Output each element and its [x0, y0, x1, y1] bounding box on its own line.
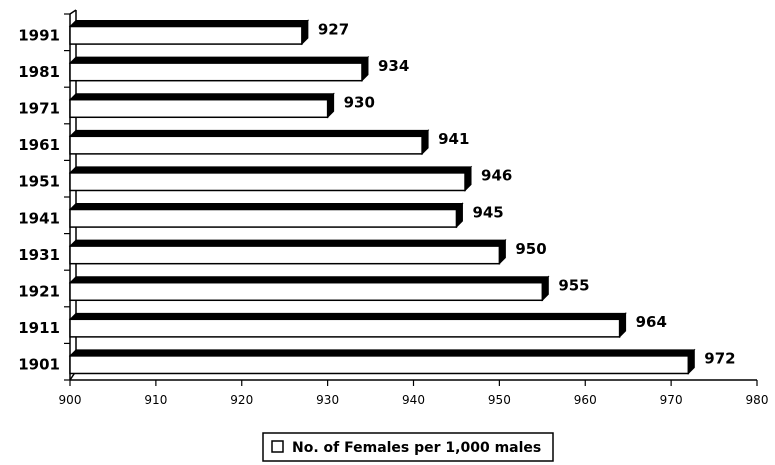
bar [69, 318, 621, 338]
bars [68, 19, 696, 375]
category-label: 1981 [18, 63, 60, 81]
category-label: 1961 [18, 136, 60, 154]
bar [69, 281, 544, 302]
bar [69, 135, 423, 155]
data-label: 945 [472, 203, 503, 221]
bar-top-face [68, 203, 464, 211]
axis-top-edge [69, 9, 77, 15]
bar [69, 355, 690, 375]
data-label: 927 [318, 20, 349, 38]
bar [69, 172, 466, 192]
x-tick-label: 940 [402, 393, 425, 407]
bar-top-face [68, 276, 550, 284]
labels: 900 910 920 930 940 950 960 970 980 1991 927 1981 93… [18, 20, 768, 407]
legend-swatch [271, 440, 284, 453]
legend: No. of Females per 1,000 males [262, 432, 554, 462]
category-label: 1931 [18, 246, 60, 264]
category-label: 1941 [18, 209, 60, 227]
x-tick-label: 960 [574, 393, 597, 407]
data-label: 972 [704, 350, 735, 368]
category-label: 1971 [18, 100, 60, 118]
data-label: 955 [558, 277, 589, 295]
x-tick-label: 900 [59, 393, 82, 407]
bar [69, 62, 363, 82]
bar-top-face [68, 166, 473, 174]
bar [69, 98, 329, 119]
data-label: 950 [515, 240, 546, 258]
x-tick-label: 970 [660, 393, 683, 407]
data-label: 930 [344, 94, 375, 112]
x-tick-label: 930 [316, 393, 339, 407]
bar [69, 25, 303, 45]
category-label: 1951 [18, 173, 60, 191]
data-label: 946 [481, 167, 512, 185]
bar-top-face [68, 349, 696, 357]
bar [69, 245, 501, 265]
data-label: 964 [636, 313, 667, 331]
category-label: 1991 [18, 26, 60, 44]
data-label: 934 [378, 57, 409, 75]
legend-label: No. of Females per 1,000 males [292, 440, 541, 456]
category-label: 1901 [18, 356, 60, 374]
data-label: 941 [438, 130, 469, 148]
bar-top-face [68, 129, 430, 137]
bar-top-face [68, 56, 370, 64]
x-tick-label: 910 [144, 393, 167, 407]
bar-top-face [68, 93, 335, 101]
x-tick-label: 980 [746, 393, 769, 407]
bar-top-face [68, 239, 507, 247]
x-tick-label: 920 [230, 393, 253, 407]
legend-box [262, 432, 554, 462]
bar [69, 208, 458, 228]
category-label: 1921 [18, 283, 60, 301]
x-tick-label: 950 [488, 393, 511, 407]
bar-top-face [68, 312, 627, 320]
bar-top-face [68, 20, 310, 28]
category-label: 1911 [18, 319, 60, 337]
